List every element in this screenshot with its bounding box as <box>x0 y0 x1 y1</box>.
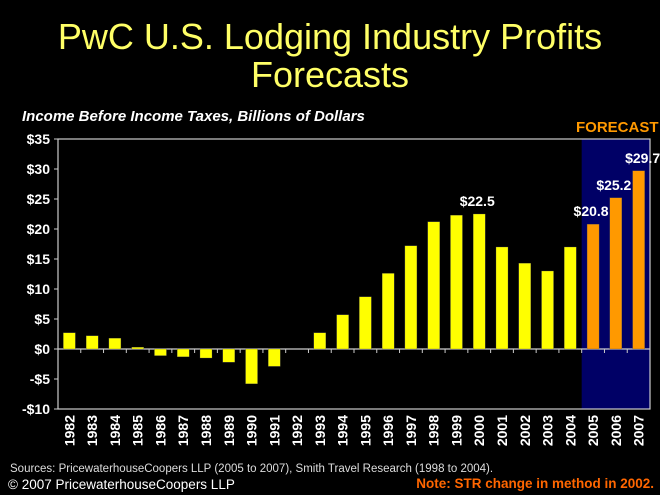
x-tick-label: 1999 <box>448 415 464 446</box>
bar-2005 <box>586 224 600 350</box>
bar-1983 <box>86 335 99 350</box>
bar-2000 <box>473 213 486 350</box>
x-tick-label: 1998 <box>426 415 442 446</box>
x-tick-label: 1985 <box>130 415 146 446</box>
data-label-2000: $22.5 <box>460 193 495 209</box>
x-tick-label: 1984 <box>107 415 123 446</box>
x-tick-label: 2003 <box>540 415 556 446</box>
bar-1994 <box>336 314 349 350</box>
bar-1999 <box>450 215 463 350</box>
x-tick-label: 1991 <box>266 415 282 446</box>
x-tick-label: 2006 <box>608 415 624 446</box>
bar-1993 <box>313 332 326 350</box>
bar-2003 <box>541 270 554 350</box>
x-tick-label: 1983 <box>84 415 100 446</box>
forecast-label: FORECAST <box>576 119 659 136</box>
x-tick-label: 1992 <box>289 415 305 446</box>
x-tick-label: 1993 <box>312 415 328 446</box>
bar-1997 <box>404 245 418 350</box>
x-tick-label: 1997 <box>403 415 419 446</box>
bar-2004 <box>564 246 577 350</box>
y-tick-label: $20 <box>27 221 51 237</box>
x-tick-label: 1982 <box>61 415 77 446</box>
y-tick-label: $10 <box>27 281 51 297</box>
y-axis-label: Income Before Income Taxes, Billions of … <box>22 108 365 125</box>
x-tick-label: 2004 <box>562 415 578 446</box>
x-tick-label: 2001 <box>494 415 510 446</box>
y-tick-label: -$5 <box>30 371 50 387</box>
x-tick-label: 1990 <box>244 415 260 446</box>
chart-title: PwC U.S. Lodging Industry Profits Foreca… <box>57 16 603 95</box>
bar-2006 <box>609 197 622 350</box>
x-tick-label: 1994 <box>335 415 351 446</box>
copyright-text: © 2007 PricewaterhouseCoopers LLP <box>8 477 235 492</box>
plot-frame <box>57 138 651 410</box>
bar-2007 <box>632 170 645 350</box>
bar-1989 <box>222 348 235 363</box>
y-tick-label: $30 <box>27 161 51 177</box>
y-tick-label: -$10 <box>22 401 50 417</box>
data-label-2007: $29.7 <box>625 150 660 166</box>
x-tick-label: 1989 <box>221 415 237 446</box>
bar-1987 <box>177 348 190 357</box>
sources-text: Sources: PricewaterhouseCoopers LLP (200… <box>10 463 494 475</box>
x-tick-label: 2005 <box>585 415 601 446</box>
bar-1984 <box>108 338 122 350</box>
bar-1995 <box>359 296 372 350</box>
x-tick-label: 2007 <box>631 415 647 446</box>
x-tick-label: 1987 <box>175 415 191 446</box>
x-tick-label: 1988 <box>198 415 214 446</box>
data-label-2006: $25.2 <box>596 177 631 193</box>
bar-1998 <box>427 221 440 350</box>
y-tick-label: $35 <box>27 131 51 147</box>
bar-1982 <box>63 332 76 350</box>
data-label-2005: $20.8 <box>574 203 609 219</box>
bar-1996 <box>382 273 395 350</box>
y-tick-label: $0 <box>34 341 50 357</box>
bar-2002 <box>518 263 531 350</box>
bar-1986 <box>154 348 167 356</box>
y-tick-label: $5 <box>34 311 50 327</box>
bar-1985 <box>131 347 144 350</box>
y-tick-label: $25 <box>27 191 51 207</box>
bar-1988 <box>199 348 213 359</box>
bar-2001 <box>495 246 509 350</box>
x-tick-label: 1995 <box>357 415 373 446</box>
note-text: Note: STR change in method in 2002. <box>416 476 654 491</box>
y-tick-label: $15 <box>27 251 51 267</box>
x-tick-label: 1996 <box>380 415 396 446</box>
x-tick-label: 2000 <box>471 415 487 446</box>
bar-1990 <box>245 348 258 384</box>
x-tick-label: 1986 <box>152 415 168 446</box>
x-tick-label: 2002 <box>517 415 533 446</box>
bar-1991 <box>268 348 281 367</box>
